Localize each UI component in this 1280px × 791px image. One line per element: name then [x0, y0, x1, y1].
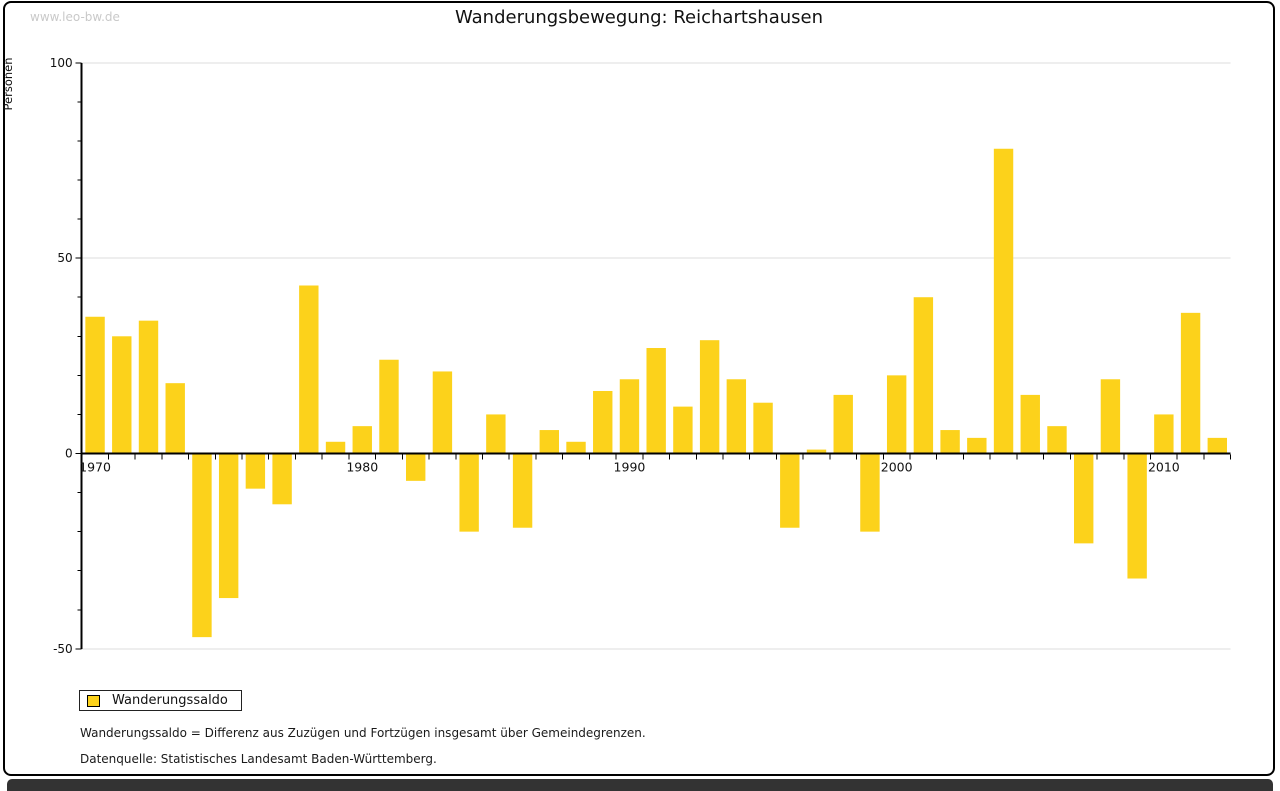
bar-1990 — [619, 379, 640, 454]
bar-1997 — [806, 449, 827, 454]
bar-2007 — [1074, 453, 1094, 544]
bar-1984 — [459, 453, 479, 532]
bar-1994 — [726, 379, 747, 454]
bar-2002 — [940, 430, 960, 454]
bar-1993 — [699, 340, 720, 454]
bar-1988 — [566, 441, 586, 454]
footnote-definition: Wanderungssaldo = Differenz aus Zuzügen … — [80, 726, 646, 740]
x-tick-label-2000: 2000 — [881, 460, 913, 475]
bar-1999 — [860, 453, 880, 532]
bar-2000 — [886, 375, 907, 454]
bar-1979 — [325, 441, 346, 454]
bar-1986 — [512, 453, 533, 528]
bar-1970 — [85, 316, 105, 454]
bar-1989 — [593, 390, 613, 454]
bar-2010 — [1154, 414, 1174, 454]
bar-2012 — [1207, 437, 1227, 454]
bar-1996 — [780, 453, 800, 528]
x-tick-label-1990: 1990 — [614, 460, 646, 475]
bar-1991 — [646, 348, 666, 454]
legend: Wanderungssaldo — [79, 690, 242, 711]
bar-1985 — [486, 414, 506, 454]
chart-title: Wanderungsbewegung: Reichartshausen — [454, 7, 823, 28]
y-axis-title: Personen — [1, 57, 15, 110]
y-tick-label--50: -50 — [53, 642, 73, 656]
bar-1992 — [673, 406, 693, 454]
bar-2011 — [1180, 312, 1201, 454]
bar-1972 — [138, 320, 159, 454]
footnote-datasource: Datenquelle: Statistisches Landesamt Bad… — [80, 752, 437, 766]
legend-label: Wanderungssaldo — [112, 693, 228, 708]
x-tick-label-1970: 1970 — [79, 460, 111, 475]
bar-1974 — [192, 453, 212, 638]
bar-1971 — [112, 336, 132, 454]
bar-1980 — [352, 426, 372, 454]
y-tick-label-50: 50 — [57, 251, 72, 265]
bar-2009 — [1127, 453, 1147, 579]
bar-1976 — [245, 453, 266, 489]
bar-2003 — [967, 437, 987, 454]
legend-swatch-icon — [87, 694, 100, 707]
bar-1973 — [165, 383, 185, 454]
bar-1978 — [299, 285, 319, 454]
bar-1987 — [539, 430, 559, 454]
bar-2008 — [1100, 379, 1121, 454]
x-tick-label-1980: 1980 — [346, 460, 378, 475]
x-tick-label-2010: 2010 — [1148, 460, 1180, 475]
bar-1975 — [218, 453, 239, 599]
bar-2005 — [1020, 394, 1040, 454]
bar-2001 — [913, 297, 934, 454]
y-tick-label-0: 0 — [65, 447, 73, 461]
watermark: www.leo-bw.de — [30, 10, 120, 24]
bar-1995 — [753, 402, 773, 454]
bar-1982 — [406, 453, 426, 481]
bar-1977 — [272, 453, 292, 505]
migration-bar-chart: -50 0 50 100 1970 1980 1990 2000 2010 Personen — [1, 56, 1232, 656]
bar-1983 — [432, 371, 453, 454]
window-bottom-bar — [7, 779, 1273, 791]
bar-2006 — [1047, 426, 1067, 454]
bar-1981 — [379, 359, 399, 454]
bar-2004 — [993, 148, 1014, 454]
y-tick-label-100: 100 — [50, 56, 73, 70]
bar-1998 — [833, 394, 853, 454]
